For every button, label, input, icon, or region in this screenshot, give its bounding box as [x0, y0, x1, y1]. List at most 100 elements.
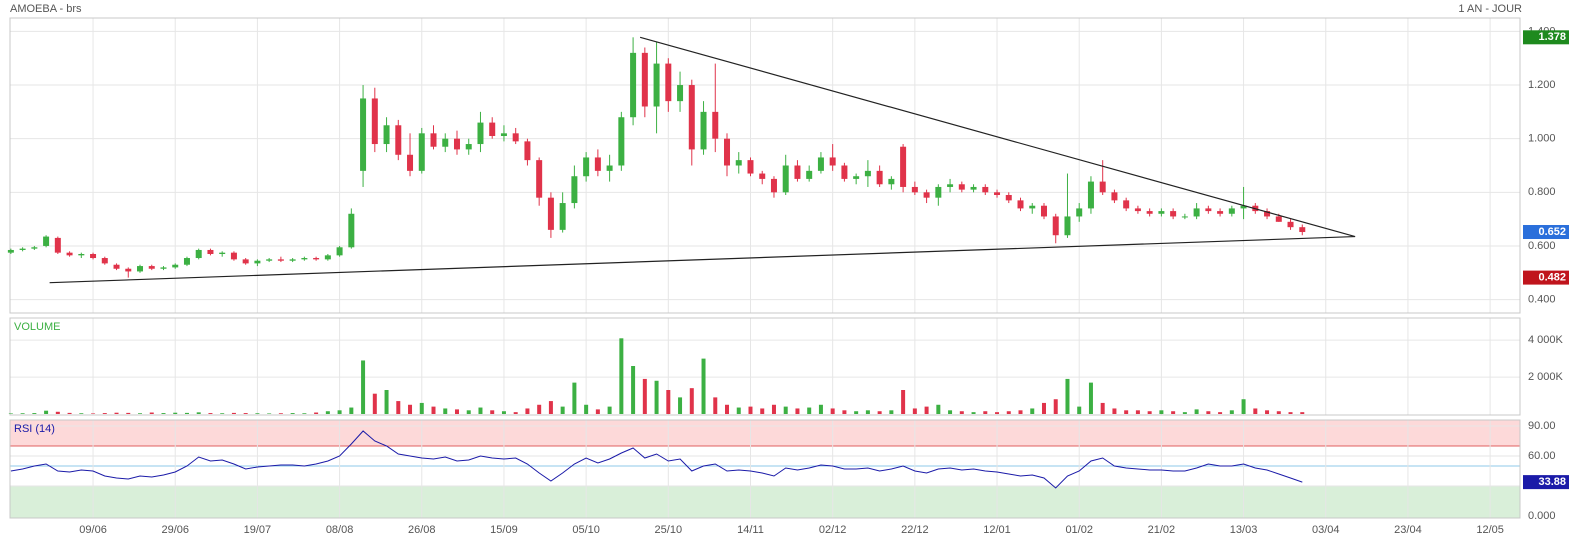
x-tick-label: 21/02	[1148, 524, 1176, 536]
volume-bar	[818, 404, 823, 414]
candle-body	[958, 184, 965, 190]
candle-body	[113, 264, 120, 269]
volume-bar	[666, 390, 671, 414]
volume-bar	[654, 380, 659, 414]
candle-body	[712, 111, 719, 139]
price-marker: 0.482	[1538, 272, 1566, 284]
volume-bar	[584, 404, 589, 414]
volume-bar	[1171, 411, 1176, 414]
x-tick-label: 02/12	[819, 524, 847, 536]
candle-body	[418, 133, 425, 171]
volume-bar	[196, 412, 201, 414]
candle-body	[360, 98, 367, 171]
volume-bar	[443, 408, 448, 414]
candle-body	[90, 254, 97, 259]
price-marker-box	[1523, 225, 1569, 240]
candle-body	[970, 186, 977, 190]
volume-bar	[995, 412, 1000, 414]
x-tick-label: 22/12	[901, 524, 929, 536]
y-tick-label: 90.00	[1528, 420, 1556, 432]
candle-body	[230, 252, 237, 260]
candle-body	[101, 258, 108, 264]
candle-body	[583, 157, 590, 177]
candle-body	[1029, 205, 1036, 209]
volume-bar	[149, 412, 154, 414]
candle-body	[653, 63, 660, 107]
y-tick-label: 1.200	[1528, 79, 1556, 91]
volume-bar	[736, 407, 741, 414]
volume-bar	[278, 413, 283, 414]
volume-bar	[1124, 410, 1129, 414]
volume-bar	[877, 411, 882, 414]
candle-body	[313, 258, 320, 260]
candle-body	[594, 157, 601, 171]
candle-body	[1064, 216, 1071, 236]
candle-body	[688, 85, 695, 150]
volume-bar	[1147, 411, 1152, 414]
candle-body	[1264, 211, 1271, 217]
volume-bar	[231, 412, 236, 414]
x-tick-label: 12/01	[983, 524, 1011, 536]
volume-bar	[959, 411, 964, 414]
volume-bar	[290, 413, 295, 414]
volume-bar	[1288, 412, 1293, 414]
volume-bar	[349, 407, 354, 414]
candle-body	[289, 259, 296, 261]
volume-bar	[67, 412, 72, 414]
candle-body	[735, 160, 742, 166]
candle-body	[794, 165, 801, 179]
chart-title: AMOEBA - brs	[10, 3, 82, 15]
candle-body	[183, 258, 190, 265]
candle-body	[911, 186, 918, 193]
x-tick-label: 13/03	[1230, 524, 1258, 536]
candle-body	[1052, 216, 1059, 236]
volume-bar	[748, 406, 753, 414]
volume-bar	[1218, 412, 1223, 414]
candle-body	[78, 254, 85, 256]
volume-bar	[501, 411, 506, 414]
rsi-title: RSI (14)	[14, 423, 55, 435]
volume-bar	[1135, 410, 1140, 414]
candle-body	[430, 133, 437, 147]
candle-body	[1217, 211, 1224, 214]
volume-bar	[572, 382, 577, 414]
volume-bar	[865, 410, 870, 414]
candle-body	[1170, 211, 1177, 217]
candle-body	[195, 249, 202, 259]
candle-body	[935, 186, 942, 198]
candle-body	[630, 52, 637, 118]
candle-body	[1287, 221, 1294, 228]
volume-bar	[220, 413, 225, 414]
candle-body	[1099, 181, 1106, 193]
volume-bar	[55, 411, 60, 414]
candle-body	[1123, 200, 1130, 209]
volume-bar	[1006, 411, 1011, 414]
candle-body	[336, 247, 343, 256]
candle-body	[841, 165, 848, 179]
candle-body	[477, 122, 484, 145]
candle-body	[512, 133, 519, 142]
volume-bar	[537, 404, 542, 414]
volume-bar	[1041, 402, 1046, 414]
candle-body	[1275, 216, 1282, 222]
candle-body	[806, 170, 813, 179]
x-tick-label: 29/06	[161, 524, 189, 536]
candle-body	[489, 122, 496, 136]
candle-body	[947, 184, 954, 187]
candle-body	[453, 138, 460, 150]
candle-body	[559, 203, 566, 230]
volume-bar	[713, 397, 718, 414]
candle-body	[348, 213, 355, 248]
volume-bar	[595, 409, 600, 414]
candle-body	[395, 125, 402, 155]
volume-bar	[44, 410, 49, 414]
price-marker-box	[1523, 270, 1569, 285]
candle-body	[817, 157, 824, 171]
candle-body	[31, 247, 38, 249]
candle-body	[759, 173, 766, 179]
volume-bar	[361, 360, 366, 414]
candle-body	[1158, 211, 1165, 214]
volume-bar	[478, 407, 483, 414]
volume-bar	[466, 410, 471, 414]
